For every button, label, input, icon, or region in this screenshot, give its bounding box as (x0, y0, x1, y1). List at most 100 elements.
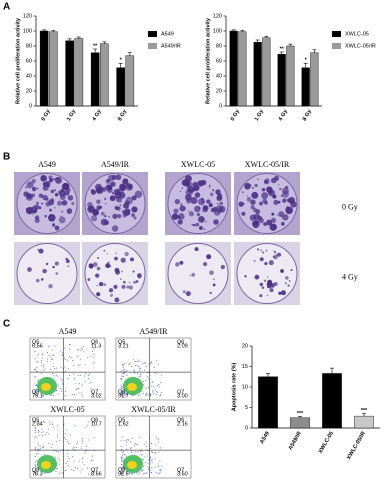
colony (270, 177, 277, 184)
colony (26, 181, 34, 189)
event-dot (138, 471, 140, 473)
panel-label: B (3, 152, 10, 163)
event-dot (147, 372, 149, 374)
event-dot (155, 471, 157, 473)
event-dot (38, 429, 40, 431)
plot-title: XWLC-05 (50, 405, 84, 414)
event-dot (141, 391, 143, 393)
colony (197, 180, 204, 187)
event-dot (74, 466, 76, 468)
event-dot (40, 445, 42, 447)
event-dot (81, 385, 83, 387)
legend-swatch (148, 31, 157, 37)
event-dot (137, 360, 139, 362)
event-dot (121, 473, 123, 475)
event-dot (143, 473, 145, 475)
bar (39, 30, 49, 107)
event-dot (140, 454, 142, 456)
event-dot (40, 362, 42, 364)
event-dot (81, 395, 83, 397)
colony (253, 259, 256, 262)
event-dot (76, 467, 78, 469)
event-dot (54, 456, 56, 458)
colony (121, 284, 126, 289)
colony (25, 186, 28, 189)
event-dot (147, 394, 149, 396)
event-dot (133, 445, 135, 447)
event-dot (137, 451, 139, 453)
colony (272, 256, 275, 258)
event-dot (77, 374, 79, 376)
event-dot (122, 376, 124, 378)
y-tick-label: 20 (26, 88, 32, 94)
colony (128, 281, 131, 284)
event-dot (125, 370, 127, 372)
x-tick-label: 8 Gy (302, 108, 314, 122)
colony (134, 190, 143, 198)
colony (266, 186, 273, 193)
event-dot (144, 462, 146, 464)
event-dot (134, 370, 136, 372)
event-dot (79, 471, 81, 473)
colony (244, 182, 251, 190)
event-dot (128, 439, 130, 441)
event-dot (81, 462, 83, 464)
y-tick-label: 15 (242, 364, 248, 370)
event-dot (122, 470, 124, 472)
colony (271, 217, 276, 223)
colony (288, 197, 296, 204)
event-dot (159, 472, 161, 474)
quadrant-name: Q6 (91, 417, 98, 423)
event-dot (43, 421, 45, 423)
event-dot (136, 372, 138, 374)
colony (113, 188, 121, 196)
colony (181, 179, 189, 187)
colony (263, 178, 270, 185)
event-dot (53, 355, 55, 357)
event-dot (48, 345, 50, 347)
event-dot (34, 368, 36, 370)
event-dot (121, 378, 123, 380)
colony (181, 187, 184, 189)
event-dot (81, 349, 83, 351)
event-dot (72, 455, 74, 457)
colony (40, 175, 47, 182)
event-dot (49, 423, 51, 425)
colony (42, 185, 49, 191)
event-dot (120, 378, 122, 380)
event-dot (160, 374, 162, 376)
event-dot (155, 373, 157, 375)
event-dot (35, 377, 37, 379)
event-dot (139, 360, 141, 362)
colony (36, 201, 39, 205)
plot-title: A549/IR (140, 327, 169, 336)
colony (191, 223, 194, 226)
event-dot (137, 359, 139, 361)
colony (60, 215, 62, 217)
event-dot (138, 375, 140, 377)
colony (109, 195, 116, 202)
colony (194, 247, 199, 252)
event-dot (43, 364, 45, 366)
event-dot (154, 372, 156, 374)
event-dot (134, 451, 136, 453)
event-dot (37, 442, 39, 444)
event-dot (34, 351, 36, 353)
event-dot (150, 459, 152, 461)
event-dot (34, 430, 36, 432)
colony (121, 270, 123, 273)
event-dot (154, 452, 156, 454)
event-dot (34, 391, 36, 393)
event-dot (50, 356, 52, 358)
event-dot (120, 379, 122, 381)
event-dot (93, 436, 95, 438)
colony (266, 219, 273, 226)
event-dot (79, 363, 81, 365)
event-dot (57, 434, 59, 436)
colony (263, 279, 267, 283)
event-dot (153, 367, 155, 369)
event-dot (67, 453, 69, 455)
colony (264, 262, 268, 266)
event-dot (51, 394, 53, 396)
